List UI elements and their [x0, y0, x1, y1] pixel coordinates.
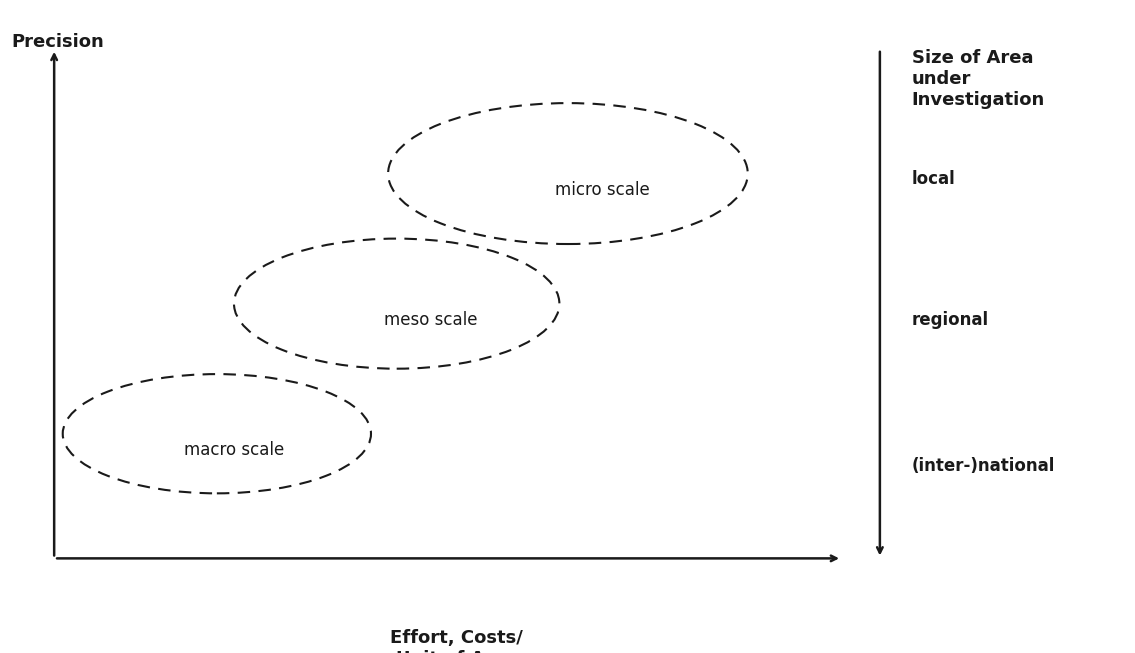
Text: Size of Area
under
Investigation: Size of Area under Investigation [911, 49, 1045, 108]
Text: (inter-)national: (inter-)national [911, 457, 1056, 475]
Text: meso scale: meso scale [384, 311, 478, 329]
Text: Precision: Precision [11, 33, 104, 51]
Text: local: local [911, 170, 956, 188]
Text: macro scale: macro scale [184, 441, 284, 459]
Text: micro scale: micro scale [555, 181, 649, 199]
Text: regional: regional [911, 311, 989, 329]
Text: Effort, Costs/
Unit of Area: Effort, Costs/ Unit of Area [390, 629, 523, 653]
